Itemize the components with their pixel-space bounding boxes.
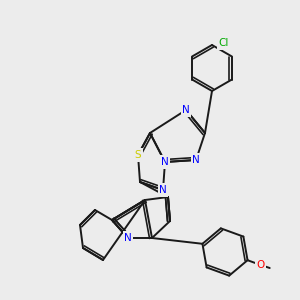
- Text: N: N: [159, 185, 167, 195]
- Text: S: S: [135, 150, 141, 160]
- Text: Cl: Cl: [219, 38, 229, 48]
- Text: O: O: [256, 260, 265, 270]
- Text: N: N: [182, 105, 190, 115]
- Text: N: N: [161, 157, 169, 167]
- Text: N: N: [124, 233, 132, 243]
- Text: N: N: [192, 155, 200, 165]
